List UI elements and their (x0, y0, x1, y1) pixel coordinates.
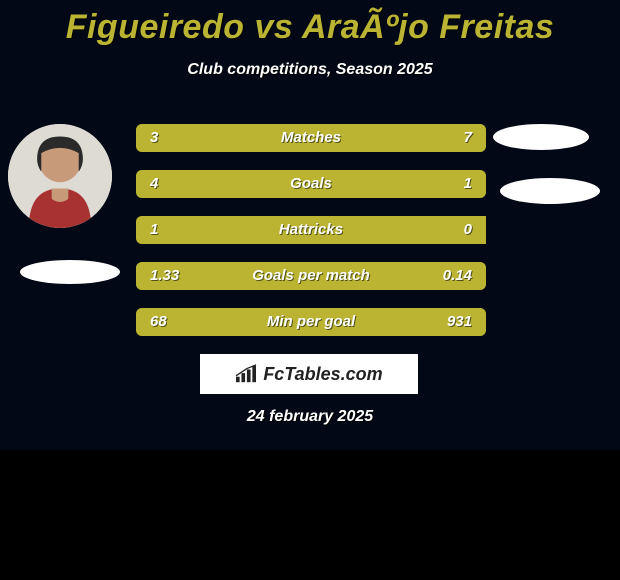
avatar-left-shadow (20, 260, 120, 284)
stat-label: Goals (136, 170, 486, 198)
stat-row: 41Goals (136, 170, 486, 198)
bars-icon (235, 364, 257, 384)
branding-text: FcTables.com (263, 364, 382, 385)
stat-row: 68931Min per goal (136, 308, 486, 336)
stat-label: Matches (136, 124, 486, 152)
stat-row: 10Hattricks (136, 216, 486, 244)
stats-container: 37Matches 41Goals 10Hattricks 1.330.14Goals… (136, 124, 486, 354)
avatar-right-shadow-1 (493, 124, 589, 150)
page-subtitle: Club competitions, Season 2025 (0, 61, 620, 79)
avatar-right-shadow-2 (500, 178, 600, 204)
footer-date: 24 february 2025 (0, 408, 620, 426)
stat-label: Min per goal (136, 308, 486, 336)
stat-label: Goals per match (136, 262, 486, 290)
stat-row: 1.330.14Goals per match (136, 262, 486, 290)
avatar-placeholder-icon (8, 124, 112, 228)
player-left-avatar (8, 124, 112, 228)
comparison-card: Figueiredo vs AraÃºjo Freitas Club compe… (0, 0, 620, 450)
stat-row: 37Matches (136, 124, 486, 152)
page-title: Figueiredo vs AraÃºjo Freitas (0, 0, 620, 47)
branding-box: FcTables.com (200, 354, 418, 394)
stat-label: Hattricks (136, 216, 486, 244)
